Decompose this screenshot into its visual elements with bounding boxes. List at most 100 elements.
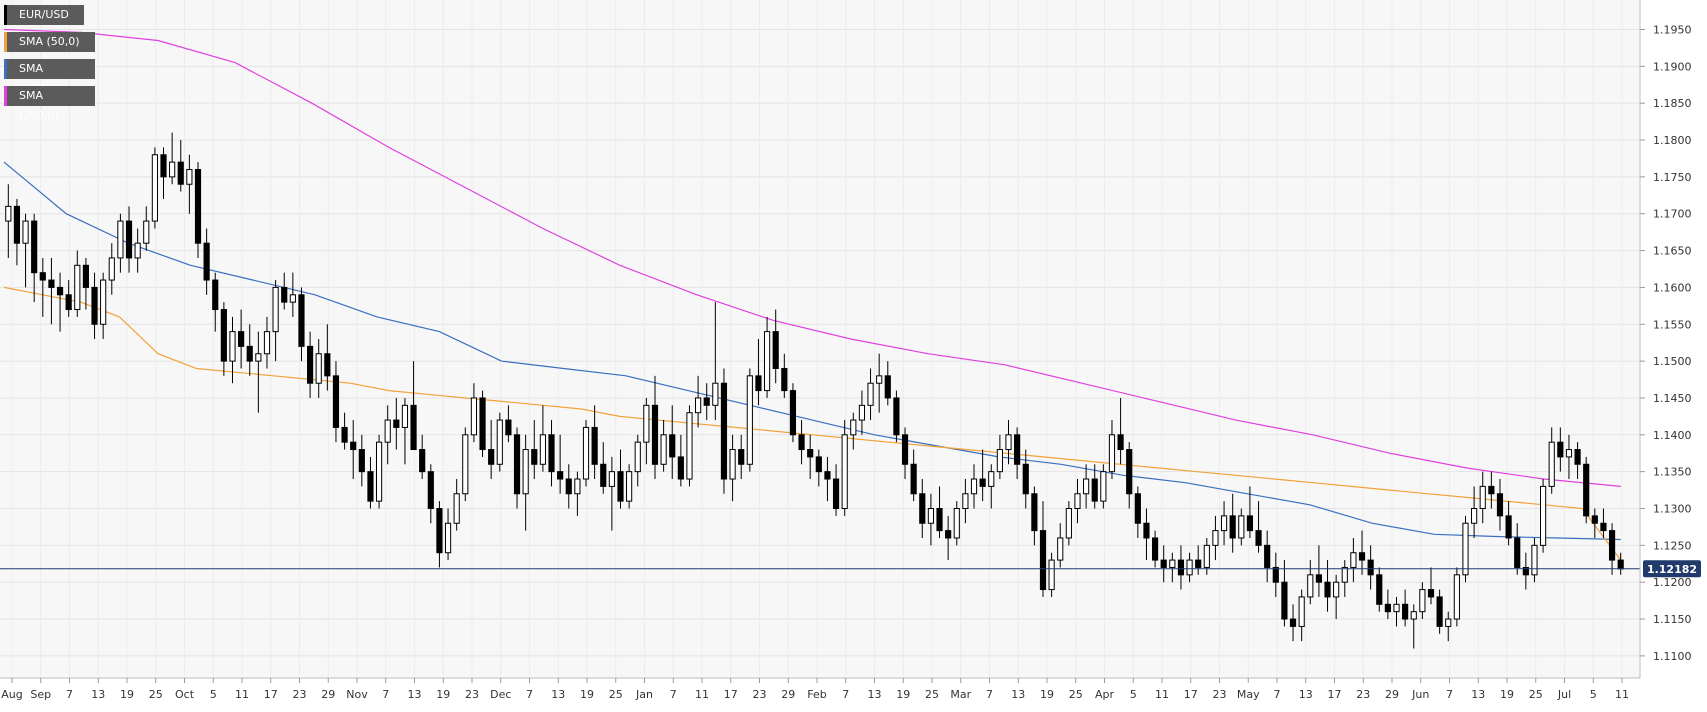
candle bbox=[229, 316, 236, 384]
candle-body bbox=[1488, 485, 1495, 495]
candle-body bbox=[332, 375, 340, 428]
candle-body bbox=[1617, 559, 1624, 570]
candle-body bbox=[1195, 559, 1202, 568]
x-tick-label: 7 bbox=[526, 688, 533, 701]
candle bbox=[1393, 596, 1400, 627]
candle-body bbox=[643, 404, 650, 443]
candle-body bbox=[1445, 618, 1452, 627]
candle-body bbox=[341, 426, 348, 443]
candle-body bbox=[212, 279, 219, 311]
candle-body bbox=[1540, 485, 1547, 546]
candle bbox=[74, 250, 81, 317]
x-tick-label: 19 bbox=[896, 688, 910, 701]
candle-body bbox=[496, 419, 503, 465]
candle-body bbox=[901, 434, 909, 465]
candle-body bbox=[1169, 559, 1176, 568]
candle-body bbox=[1108, 434, 1116, 473]
candle bbox=[591, 405, 598, 480]
x-tick-label: 13 bbox=[1471, 688, 1485, 701]
candle-body bbox=[1548, 441, 1555, 487]
candle bbox=[755, 339, 762, 406]
x-tick-label: 7 bbox=[986, 688, 993, 701]
candle-body bbox=[1410, 611, 1417, 620]
x-tick-label: 23 bbox=[1213, 688, 1227, 701]
candle-body bbox=[712, 382, 719, 406]
candle-body bbox=[1014, 434, 1021, 465]
candle bbox=[945, 515, 952, 561]
candle-body bbox=[789, 390, 797, 436]
sma200-line bbox=[3, 28, 1621, 487]
candle bbox=[1117, 397, 1124, 465]
candle bbox=[565, 464, 572, 509]
candle bbox=[608, 456, 615, 531]
candle-body bbox=[677, 456, 684, 480]
legend-sma50[interactable]: SMA (50,0) bbox=[4, 32, 95, 52]
candle bbox=[815, 449, 822, 487]
candle-body bbox=[1264, 544, 1271, 568]
candle bbox=[255, 331, 262, 413]
candle bbox=[858, 390, 866, 435]
candle bbox=[367, 456, 374, 509]
candle bbox=[488, 420, 495, 480]
x-tick-label: 17 bbox=[264, 688, 278, 701]
candle-body bbox=[470, 397, 478, 436]
candle-body bbox=[858, 404, 866, 421]
candle bbox=[988, 464, 995, 509]
candle-body bbox=[1307, 574, 1314, 598]
candle bbox=[1557, 427, 1564, 472]
candle bbox=[462, 427, 469, 502]
candle bbox=[686, 405, 693, 487]
candle-body bbox=[1574, 449, 1581, 465]
candle bbox=[979, 449, 986, 502]
candle-body bbox=[1419, 589, 1426, 613]
candle bbox=[1565, 434, 1573, 480]
legend-sma200-label: SMA (200,0) bbox=[19, 89, 60, 122]
candle bbox=[1358, 530, 1366, 575]
candle bbox=[1531, 537, 1538, 583]
candle bbox=[272, 280, 279, 362]
candle bbox=[832, 464, 840, 516]
candle bbox=[1402, 589, 1409, 627]
candle bbox=[712, 302, 719, 421]
legend-eurusd[interactable]: EUR/USD bbox=[4, 5, 84, 25]
candle bbox=[1238, 508, 1245, 546]
candle bbox=[263, 316, 271, 369]
x-tick-label: 11 bbox=[695, 688, 709, 701]
candle-body bbox=[1091, 478, 1098, 502]
candle-body bbox=[539, 434, 546, 465]
candle bbox=[470, 383, 478, 443]
legend-sma100[interactable]: SMA (100,0) bbox=[4, 59, 95, 95]
candle bbox=[1272, 552, 1279, 597]
candle bbox=[927, 493, 934, 546]
candle-body bbox=[1471, 508, 1478, 524]
candle-body bbox=[1100, 471, 1107, 502]
candle-body bbox=[832, 478, 840, 509]
candle bbox=[358, 434, 365, 487]
x-tick-label: 19 bbox=[1500, 688, 1514, 701]
candle bbox=[1419, 582, 1426, 620]
candle-body bbox=[600, 463, 607, 487]
candle bbox=[1083, 464, 1090, 509]
candle-body bbox=[39, 272, 46, 281]
y-tick-label: 1.1100 bbox=[1653, 650, 1692, 663]
candle-body bbox=[5, 205, 12, 222]
candle bbox=[186, 154, 193, 214]
candle-body bbox=[1048, 559, 1055, 591]
candle bbox=[1057, 523, 1064, 568]
x-tick-label: May bbox=[1237, 688, 1260, 701]
candle-body bbox=[1298, 596, 1305, 627]
candle bbox=[781, 353, 788, 398]
candle-body bbox=[1065, 508, 1072, 539]
candle-body bbox=[1272, 566, 1279, 583]
candle-body bbox=[143, 220, 150, 244]
candle-body bbox=[781, 367, 788, 392]
y-tick-label: 1.1150 bbox=[1653, 613, 1692, 626]
candle-body bbox=[1505, 515, 1512, 539]
candle bbox=[996, 434, 1003, 480]
candle bbox=[617, 449, 624, 509]
candle-body bbox=[1134, 493, 1141, 524]
legend-sma200[interactable]: SMA (200,0) bbox=[4, 86, 95, 122]
x-tick-label: 17 bbox=[1328, 688, 1342, 701]
x-tick-label: 23 bbox=[465, 688, 479, 701]
candle bbox=[1134, 486, 1141, 538]
